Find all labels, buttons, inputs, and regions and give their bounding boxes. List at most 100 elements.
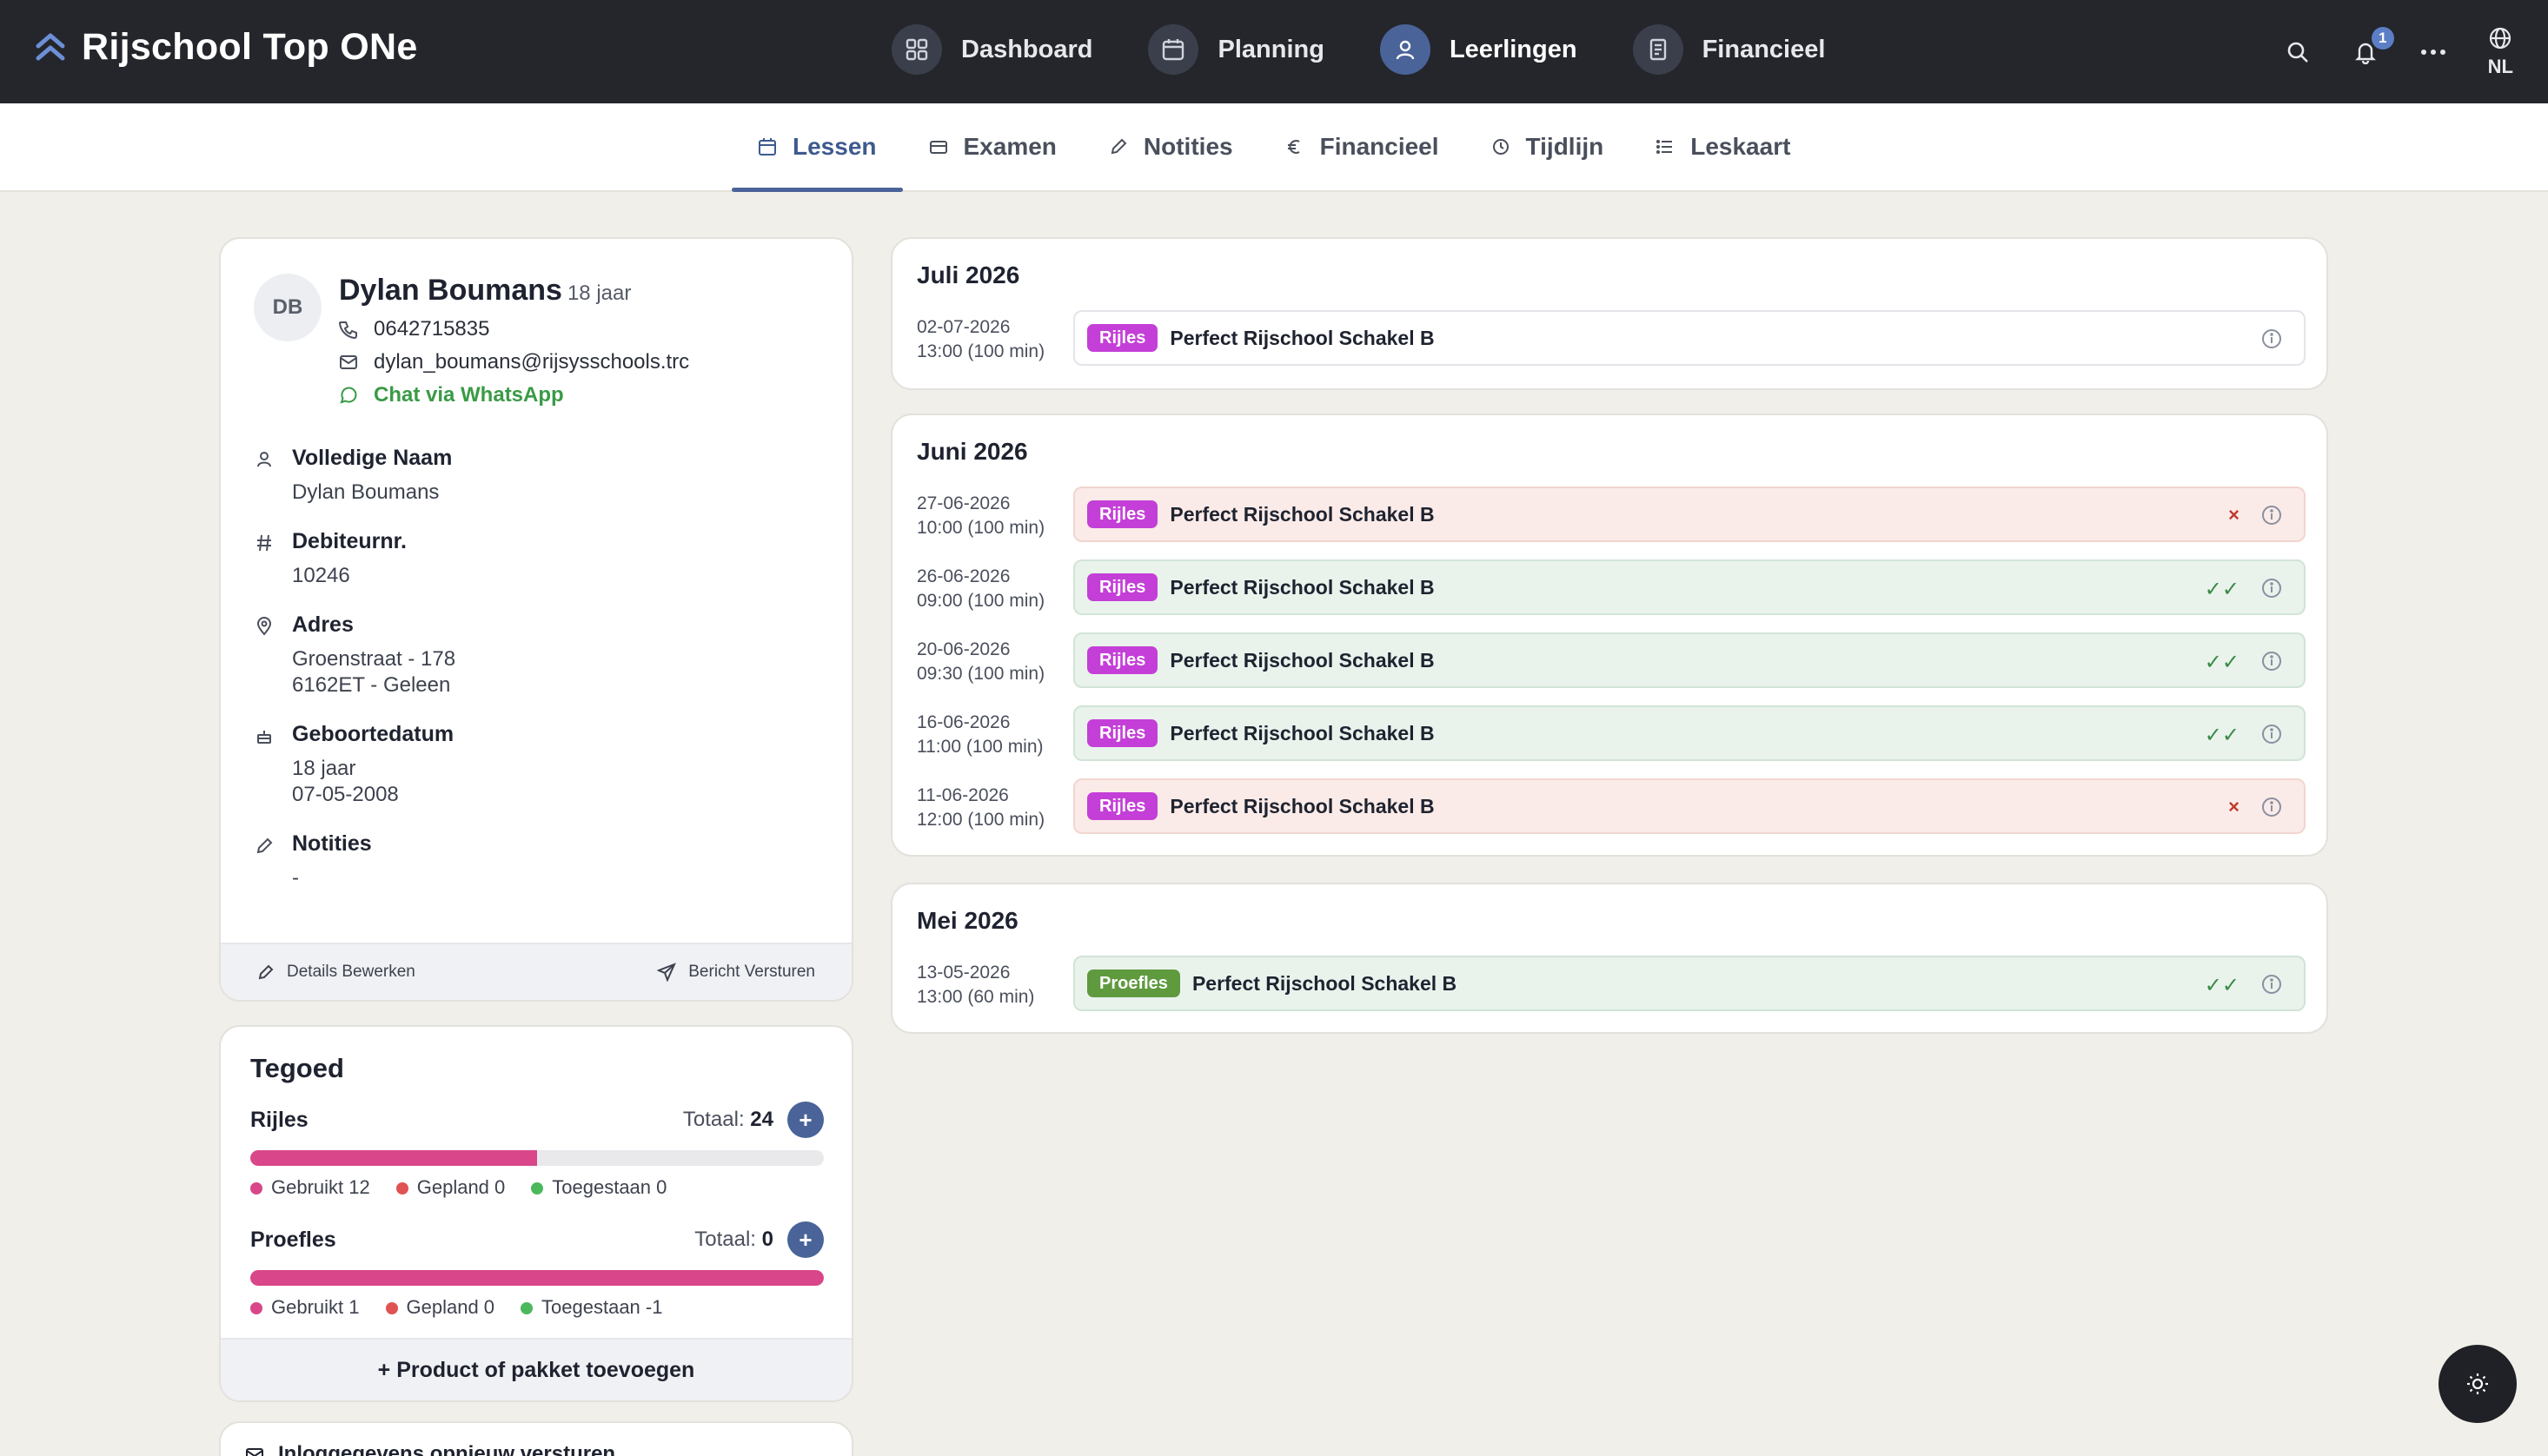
nav-dashboard[interactable]: Dashboard xyxy=(892,24,1092,75)
info-icon[interactable] xyxy=(2260,577,2283,599)
lesson-item: 20-06-2026 09:30 (100 min) Rijles Perfect… xyxy=(917,632,2306,690)
credit-proefles-total-value: 0 xyxy=(761,1228,773,1251)
credit-rijles: Rijles Totaal: 24 + Gebruikt 12 Gepland … xyxy=(250,1102,824,1199)
lesson-type-badge: Rijles xyxy=(1087,719,1158,747)
calendar-icon xyxy=(1148,24,1199,75)
search-icon xyxy=(2287,42,2308,63)
lesson-type-badge: Proefles xyxy=(1087,970,1180,997)
resend-login-card[interactable]: Inloggegevens opnieuw versturen xyxy=(219,1421,853,1456)
email-contact[interactable]: dylan_boumans@rijsysschools.trc xyxy=(339,350,689,374)
lesson-item: 16-06-2026 11:00 (100 min) Rijles Perfect… xyxy=(917,705,2306,763)
tab-lessen-label: Lessen xyxy=(793,133,877,160)
lesson-row[interactable]: Rijles Perfect Rijschool Schakel B × xyxy=(1073,778,2306,834)
lesson-type-badge: Rijles xyxy=(1087,792,1158,820)
nav-financieel-label: Financieel xyxy=(1702,35,1826,63)
brand[interactable]: Rijschool Top ONe xyxy=(35,26,418,69)
more-button[interactable] xyxy=(2420,39,2446,65)
main-nav: Dashboard Planning Leerlingen xyxy=(892,24,1825,75)
double-check-icon: ✓✓ xyxy=(2204,651,2239,674)
info-icon[interactable] xyxy=(2260,504,2283,526)
month-title: Juli 2026 xyxy=(917,261,1020,288)
lesson-row[interactable]: Rijles Perfect Rijschool Schakel B ✓✓ xyxy=(1073,632,2306,688)
field-address: Adres Groenstraat - 178 6162ET - Geleen xyxy=(255,612,455,698)
tab-lessen[interactable]: Lessen xyxy=(732,103,903,192)
lesson-item: 11-06-2026 12:00 (100 min) Rijles Perfect… xyxy=(917,778,2306,836)
lesson-title: Perfect Rijschool Schakel B xyxy=(1170,721,1435,745)
address-line-1: Groenstraat - 178 xyxy=(292,647,456,671)
info-icon[interactable] xyxy=(2260,328,2283,350)
lesson-datetime: 16-06-2026 11:00 (100 min) xyxy=(917,712,1044,757)
tab-notities-label: Notities xyxy=(1143,133,1233,160)
add-proefles-credit-button[interactable]: + xyxy=(787,1221,824,1258)
month-title: Mei 2026 xyxy=(917,907,1019,934)
student-tabs-bar: Lessen Examen Notities Financieel Tijdli… xyxy=(0,103,2548,192)
tab-tijdlijn-label: Tijdlijn xyxy=(1525,133,1604,160)
credit-card: Tegoed Rijles Totaal: 24 + Gebruikt 12 G… xyxy=(219,1025,853,1402)
nav-planning[interactable]: Planning xyxy=(1148,24,1324,75)
lesson-type-badge: Rijles xyxy=(1087,646,1158,674)
double-check-icon: ✓✓ xyxy=(2204,724,2239,747)
credit-proefles: Proefles Totaal: 0 + Gebruikt 1 Gepland … xyxy=(250,1221,824,1319)
field-birthdate: Geboortedatum 18 jaar 07-05-2008 xyxy=(255,722,454,808)
info-icon[interactable] xyxy=(2260,723,2283,745)
debtor-value: 10246 xyxy=(292,564,350,587)
whatsapp-icon xyxy=(340,387,357,404)
lesson-row[interactable]: Rijles Perfect Rijschool Schakel B xyxy=(1073,310,2306,366)
edit-details-button[interactable]: Details Bewerken xyxy=(257,963,415,982)
lesson-item: 27-06-2026 10:00 (100 min) Rijles Perfect… xyxy=(917,486,2306,544)
credit-rijles-total-value: 24 xyxy=(750,1108,773,1131)
credit-proefles-total: Totaal: 0 + xyxy=(694,1221,824,1258)
lesson-row[interactable]: Rijles Perfect Rijschool Schakel B × xyxy=(1073,486,2306,542)
notes-label: Notities xyxy=(292,831,372,856)
lesson-row[interactable]: Proefles Perfect Rijschool Schakel B ✓✓ xyxy=(1073,956,2306,1011)
lesson-title: Perfect Rijschool Schakel B xyxy=(1191,971,1457,995)
notifications-button[interactable]: 1 xyxy=(2352,26,2394,65)
lesson-datetime: 27-06-2026 10:00 (100 min) xyxy=(917,493,1045,538)
tab-examen[interactable]: Examen xyxy=(903,103,1083,190)
double-check-icon: ✓✓ xyxy=(2204,578,2239,601)
credit-rijles-total: Totaal: 24 + xyxy=(683,1102,824,1138)
tab-notities[interactable]: Notities xyxy=(1083,103,1259,190)
info-icon[interactable] xyxy=(2260,973,2283,996)
language-label: NL xyxy=(2487,55,2513,77)
clock-icon xyxy=(1492,139,1509,155)
dashboard-grid-icon xyxy=(892,24,942,75)
nav-financieel[interactable]: Financieel xyxy=(1632,24,1826,75)
lesson-row[interactable]: Rijles Perfect Rijschool Schakel B ✓✓ xyxy=(1073,559,2306,615)
list-icon xyxy=(1656,140,1673,154)
pencil-icon xyxy=(258,964,274,980)
tab-financieel[interactable]: Financieel xyxy=(1259,103,1465,190)
language-switcher[interactable]: NL xyxy=(2488,26,2513,78)
total-label: Totaal: xyxy=(694,1228,756,1251)
cake-icon xyxy=(257,731,271,744)
app-name: Rijschool Top ONe xyxy=(82,26,418,68)
phone-icon xyxy=(339,321,357,339)
email-address: dylan_boumans@rijsysschools.trc xyxy=(374,350,690,374)
student-profile-card: DB Dylan Boumans 18 jaar 0642715835 dylan… xyxy=(219,237,853,1002)
tab-tijdlijn[interactable]: Tijdlijn xyxy=(1465,103,1630,190)
credit-rijles-progress-fill xyxy=(250,1150,537,1166)
profile-actions: Details Bewerken Bericht Versturen xyxy=(221,943,852,1000)
nav-leerlingen[interactable]: Leerlingen xyxy=(1379,24,1577,75)
lesson-item: 13-05-2026 13:00 (60 min) Proefles Perfec… xyxy=(917,956,2306,1013)
legend-used: Gebruikt 12 xyxy=(250,1176,370,1199)
add-rijles-credit-button[interactable]: + xyxy=(787,1102,824,1138)
add-product-button[interactable]: + Product of pakket toevoegen xyxy=(221,1338,852,1400)
lesson-datetime: 26-06-2026 09:00 (100 min) xyxy=(917,566,1045,611)
search-button[interactable] xyxy=(2285,39,2311,65)
nav-planning-label: Planning xyxy=(1218,35,1324,63)
theme-toggle-button[interactable] xyxy=(2439,1345,2517,1423)
lesson-type-badge: Rijles xyxy=(1087,573,1158,601)
info-icon[interactable] xyxy=(2260,650,2283,672)
phone-contact[interactable]: 0642715835 xyxy=(339,317,489,341)
tab-leskaart[interactable]: Leskaart xyxy=(1629,103,1816,190)
legend-planned: Gepland 0 xyxy=(395,1176,505,1199)
nav-leerlingen-label: Leerlingen xyxy=(1449,35,1577,63)
whatsapp-link[interactable]: Chat via WhatsApp xyxy=(339,383,564,407)
hash-icon xyxy=(257,534,271,552)
send-message-button[interactable]: Bericht Versturen xyxy=(657,963,815,982)
cancelled-icon: × xyxy=(2228,796,2239,817)
credit-title: Tegoed xyxy=(250,1053,344,1083)
lesson-row[interactable]: Rijles Perfect Rijschool Schakel B ✓✓ xyxy=(1073,705,2306,761)
info-icon[interactable] xyxy=(2260,796,2283,818)
